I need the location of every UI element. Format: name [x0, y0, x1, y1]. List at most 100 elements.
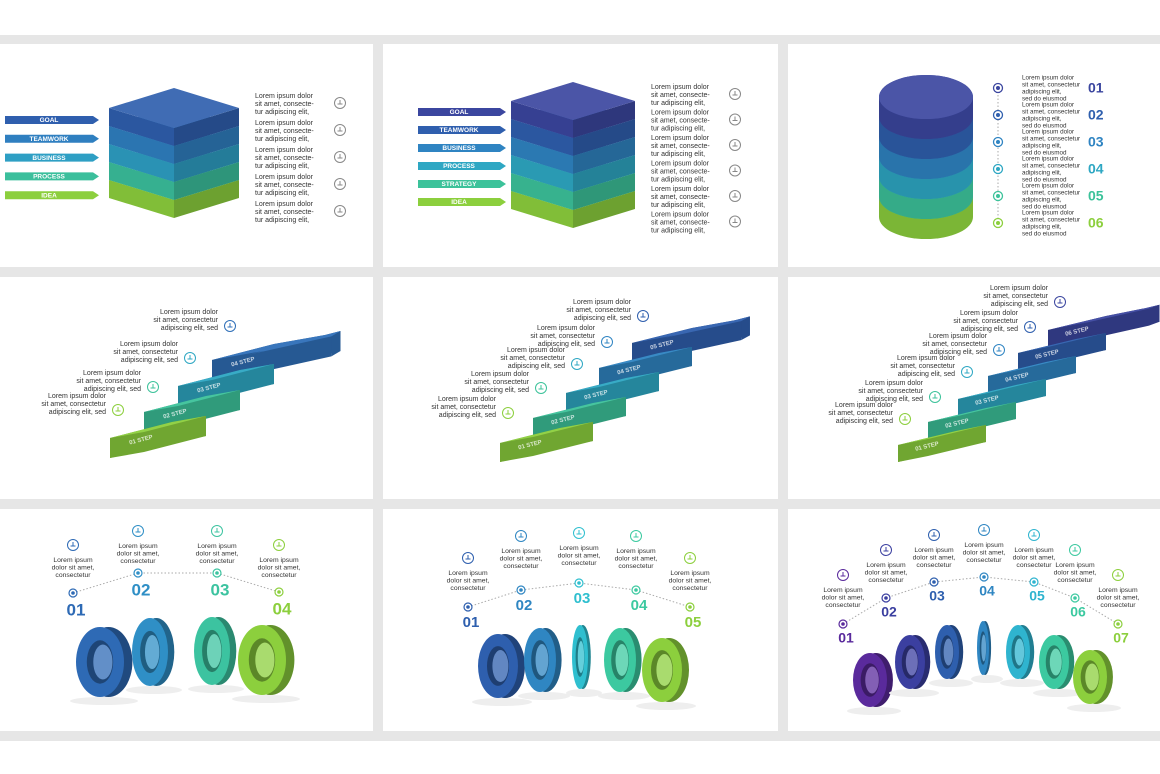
- step-label: 02 STEP: [163, 409, 188, 421]
- text-line: adipiscing elit,: [1022, 197, 1062, 204]
- ring-inner: [93, 644, 113, 680]
- layer-side: [109, 144, 174, 182]
- marker: [277, 590, 281, 594]
- label-tag: [5, 153, 99, 162]
- step-top: [632, 316, 750, 343]
- step-top: [1018, 333, 1106, 353]
- ring-shadow: [636, 702, 696, 710]
- text-line: Lorem ipsum dolor: [48, 393, 107, 400]
- text-line: Lorem ipsum dolor: [255, 120, 314, 127]
- text-line: tur adipiscing elit,: [651, 227, 705, 234]
- text-line: consectetur: [199, 558, 235, 565]
- step-label: 04 STEP: [231, 357, 256, 369]
- marker: [982, 575, 986, 579]
- step-label: 04 STEP: [1005, 372, 1030, 383]
- text-line: sed do eiusmod: [1022, 204, 1067, 211]
- text-line: sit amet, consectetur: [1022, 163, 1080, 170]
- step-side: [110, 432, 144, 458]
- text-line: tur adipiscing elit,: [651, 100, 705, 107]
- marker: [1116, 622, 1120, 626]
- text-line: consectetur: [503, 563, 539, 570]
- text-line: consectetur: [1016, 562, 1052, 569]
- icon: [630, 530, 642, 542]
- text-line: Lorem ipsum dolor: [1022, 156, 1074, 163]
- icon: [184, 352, 196, 364]
- text-line: sed do eiusmod: [1022, 150, 1067, 157]
- label-text: BUSINESS: [32, 155, 66, 162]
- text-line: dolor sit amet,: [117, 550, 160, 557]
- ring: [238, 625, 295, 695]
- ring: [194, 617, 237, 685]
- ring-inner: [905, 648, 918, 676]
- marker: [996, 221, 1000, 225]
- icon: [515, 530, 527, 542]
- layer-side: [573, 119, 635, 156]
- text-line: consectetur: [261, 572, 297, 579]
- ring-shadow: [1067, 704, 1121, 712]
- panel: [0, 509, 373, 731]
- arc: [72, 572, 280, 594]
- text-line: adipiscing elit, sed: [930, 349, 987, 356]
- step-top: [599, 347, 692, 368]
- text-line: Lorem ipsum: [866, 562, 906, 569]
- ring-inner: [943, 638, 954, 666]
- ring-shadow: [70, 697, 138, 705]
- step-top: [928, 402, 1016, 422]
- text-line: sed do eiusmod: [1022, 96, 1067, 103]
- ring: [853, 653, 893, 707]
- marker: [841, 622, 845, 626]
- text-line: sit amet, consecte-: [651, 92, 710, 99]
- text-line: Lorem ipsum dolor: [537, 325, 596, 332]
- ring: [642, 638, 689, 702]
- layer-side: [511, 191, 573, 228]
- text-line: sit amet, consecte-: [651, 143, 710, 150]
- marker: [215, 571, 219, 575]
- ring-inner: [206, 634, 222, 668]
- layer-side: [511, 137, 573, 174]
- number: 01: [67, 600, 86, 619]
- layer-side: [109, 108, 174, 146]
- layer-side: [174, 108, 239, 146]
- ring-shadow: [929, 679, 973, 687]
- panel: [788, 277, 1160, 499]
- text-line: Lorem ipsum: [1098, 587, 1138, 594]
- text-line: sit amet, consectetur: [530, 333, 595, 340]
- text-line: sit amet, consectetur: [431, 404, 496, 411]
- text-line: adipiscing elit, sed: [836, 418, 893, 425]
- layer-side: [573, 137, 635, 174]
- step-label: 03 STEP: [197, 383, 222, 395]
- icon: [211, 525, 223, 537]
- number: 03: [211, 580, 230, 599]
- text-line: adipiscing elit, sed: [961, 326, 1018, 333]
- text-line: dolor sit amet,: [822, 594, 865, 601]
- text-line: Lorem ipsum: [559, 545, 599, 552]
- step-top: [110, 416, 206, 438]
- ring-shadow: [188, 685, 244, 693]
- text-line: consectetur: [1100, 602, 1136, 609]
- text-line: Lorem ipsum dolor: [1022, 75, 1074, 82]
- text-line: dolor sit amet,: [558, 552, 601, 559]
- text-line: consectetur: [825, 602, 861, 609]
- step-top: [988, 356, 1076, 376]
- text-line: consectetur: [618, 563, 654, 570]
- marker: [577, 581, 581, 585]
- ring-shadow: [971, 675, 1003, 683]
- text-line: Lorem ipsum: [448, 570, 488, 577]
- text-line: Lorem ipsum dolor: [865, 380, 924, 387]
- label-tag: [418, 180, 506, 188]
- text-line: Lorem ipsum dolor: [438, 396, 497, 403]
- text-line: sit amet, consecte-: [651, 194, 710, 201]
- text-line: adipiscing elit, sed: [898, 371, 955, 378]
- step-side: [898, 439, 928, 462]
- text-line: sit amet, consecte-: [651, 168, 710, 175]
- layer-top: [109, 88, 239, 128]
- text-line: Lorem ipsum dolor: [897, 355, 956, 362]
- number: 02: [881, 604, 897, 620]
- text-line: dolor sit amet,: [913, 554, 956, 561]
- text-line: consectetur: [120, 558, 156, 565]
- number: 02: [516, 597, 533, 614]
- label-text: IDEA: [41, 192, 57, 199]
- icon: [729, 139, 741, 151]
- marker: [519, 588, 523, 592]
